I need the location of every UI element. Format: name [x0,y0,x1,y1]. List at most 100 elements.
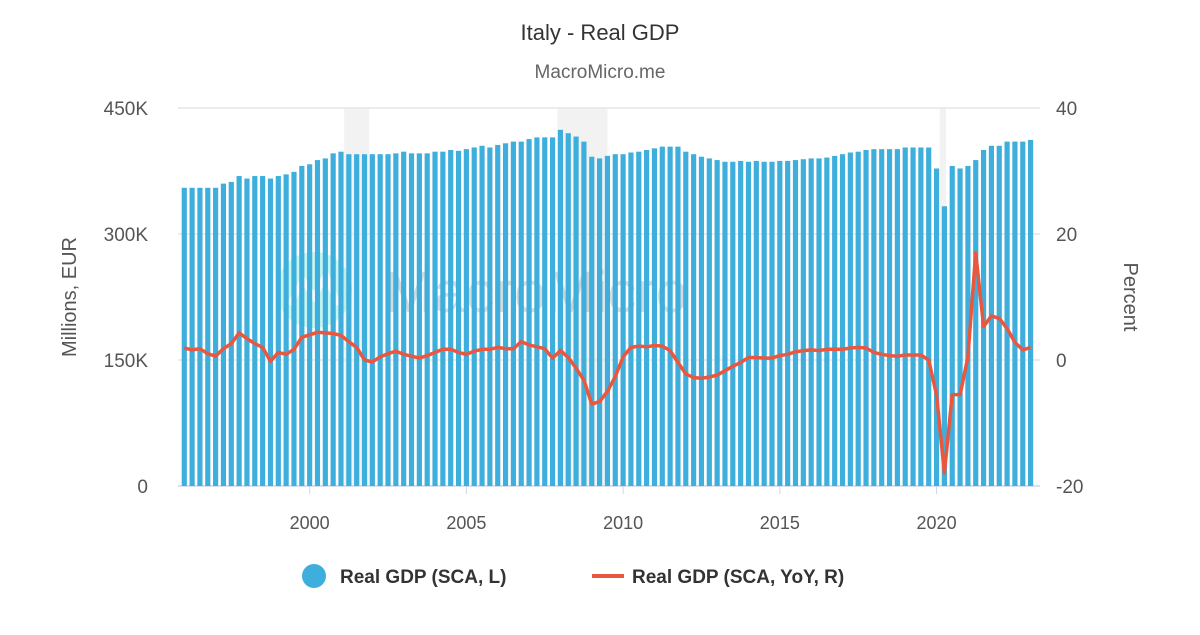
gdp-bar [722,161,728,486]
chart-subtitle: MacroMicro.me [535,62,666,83]
gdp-bar [338,151,344,486]
gdp-bar [785,160,791,487]
gdp-bar [855,151,861,486]
gdp-bar [996,145,1002,487]
gdp-bar [612,154,618,486]
gdp-bar [777,160,783,487]
gdp-bar [354,154,360,486]
left-axis-tick: 0 [137,477,148,498]
gdp-bar [455,150,462,486]
gdp-bar [832,155,838,486]
legend-item-line[interactable]: Real GDP (SCA, YoY, R) [592,567,844,588]
legend-line-label: Real GDP (SCA, YoY, R) [632,567,844,588]
gdp-bar [314,160,321,486]
gdp-bar [471,147,477,487]
gdp-bar [549,137,556,486]
gdp-bar [745,161,752,486]
gdp-bar [714,160,720,486]
gdp-bar [322,158,328,486]
gdp-bar [283,174,289,487]
gdp-bar [518,141,524,486]
line-series [183,251,1032,475]
gdp-bar [894,149,900,486]
gdp-bar [753,160,759,487]
gdp-bar [839,154,846,486]
gdp-bar [675,146,681,486]
gdp-bar [604,155,611,486]
gdp-bar [307,164,313,486]
gdp-bar [416,153,422,487]
gdp-bar [189,187,195,487]
left-axis-label: Millions, EUR [59,237,81,357]
gdp-bar [761,161,767,486]
axes: 0 -20 150K 0 300K 20 450K 40 2000 2005 2010 2015 202… [104,99,1084,533]
gdp-bar [910,147,916,487]
gdp-bar [698,156,705,486]
gdp-bar [385,154,391,486]
x-axis-tick: 2000 [290,513,330,533]
gdp-bar [1012,141,1018,486]
gdp-bar [330,153,336,487]
gdp-bar [863,150,869,486]
gdp-bar [252,176,258,487]
gdp-bar [299,165,305,486]
x-axis-tick: 2010 [603,513,643,533]
gdp-bar [926,147,932,487]
gdp-bar [1028,139,1034,487]
right-axis-tick: -20 [1056,477,1083,498]
gdp-bar [275,176,281,487]
gdp-bar [1020,141,1026,486]
gdp-bar [933,168,940,487]
gdp-bar [620,154,626,486]
bar-series [181,129,1034,487]
x-axis-tick: 2020 [917,513,957,533]
legend: Real GDP (SCA, L) Real GDP (SCA, YoY, R) [302,564,844,588]
gdp-bar [941,206,947,486]
legend-bar-swatch-icon [302,564,326,588]
gdp-bar [244,178,250,486]
gdp-bar [636,151,642,486]
right-axis-tick: 20 [1056,225,1077,246]
legend-bar-label: Real GDP (SCA, L) [340,567,506,588]
x-axis-tick: 2005 [446,513,486,533]
gdp-bar [346,154,352,486]
left-axis-tick: 450K [104,99,149,120]
left-axis-tick: 150K [104,351,149,372]
gdp-bar [965,165,971,486]
gdp-bar [565,133,571,486]
gdp-bar [792,160,799,486]
gdp-bar [487,147,493,487]
gdp-bar [260,176,266,487]
gdp-bar [463,149,469,486]
gdp-bar [448,150,454,486]
gdp-bar [589,156,595,486]
gdp-bar [291,171,297,486]
right-axis-tick: 0 [1056,351,1067,372]
gdp-bar [197,187,203,487]
gdp-bar [816,158,822,486]
gdp-bar [918,147,924,487]
gdp-bar [879,149,885,486]
gdp-bar [902,147,908,487]
gdp-bar [401,151,407,486]
left-axis-tick: 300K [104,225,149,246]
gdp-bar [706,158,712,486]
right-axis-tick: 40 [1056,99,1077,120]
gdp-bar [644,150,650,486]
gdp-bar [432,151,438,486]
yoy-line [183,251,1032,475]
gdp-bar [267,178,274,486]
gdp-bar [542,137,548,486]
gdp-bar [220,183,227,486]
chart-title: Italy - Real GDP [521,20,680,45]
gdp-bar [683,151,689,486]
gdp-bar [502,143,509,486]
gdp-bar [659,146,665,486]
gdp-bar [824,157,830,486]
gdp-bar [526,139,532,486]
gdp-bar [557,129,564,486]
gdp-bar [479,145,485,487]
legend-item-bar[interactable]: Real GDP (SCA, L) [302,564,506,588]
gdp-bar [408,153,415,487]
